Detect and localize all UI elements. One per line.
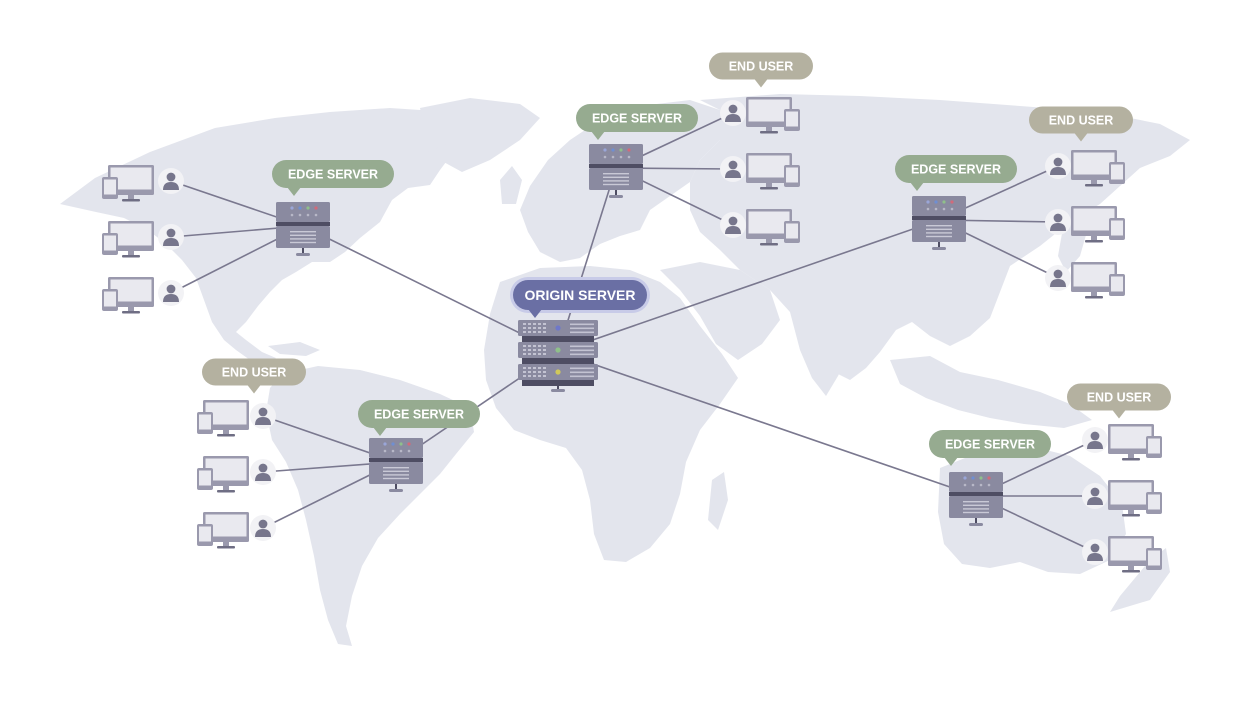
tablet-icon	[1146, 492, 1162, 514]
end-user-device-1	[1108, 424, 1162, 461]
tablet-icon	[102, 289, 118, 311]
user-person-icon	[158, 224, 184, 250]
end-user-badge-label: END USER	[729, 60, 794, 74]
origin-server-badge-label: ORIGIN SERVER	[525, 287, 636, 303]
end-user-badge: END USER	[709, 52, 813, 88]
origin-server-badge: ORIGIN SERVER	[510, 277, 650, 318]
end-user-device-1	[746, 97, 800, 134]
end-user-badge: END USER	[1029, 106, 1133, 142]
user-person-icon	[158, 168, 184, 194]
user-person-icon	[1045, 153, 1071, 179]
edge-server-europe-rack-icon	[589, 144, 643, 198]
link-origin-to-edge-server-asia	[557, 219, 940, 353]
user-person-icon	[1045, 265, 1071, 291]
edge-server-badge: EDGE SERVER	[272, 160, 394, 196]
end-user-badge: END USER	[1067, 383, 1171, 419]
tablet-icon	[784, 165, 800, 187]
end-user-device-3	[1071, 262, 1125, 299]
tablet-icon	[784, 221, 800, 243]
end-user-device-1	[102, 165, 154, 202]
tablet-icon	[197, 524, 213, 546]
edge-server-badge: EDGE SERVER	[929, 430, 1051, 466]
tablet-icon	[102, 177, 118, 199]
edge-server-badge: EDGE SERVER	[895, 155, 1017, 191]
tablet-icon	[784, 109, 800, 131]
edge-server-badge-label: EDGE SERVER	[374, 408, 464, 422]
region-india	[790, 306, 860, 396]
edge-server-australia-rack-icon	[949, 472, 1003, 526]
user-person-icon	[250, 459, 276, 485]
edge-server-north-america-rack-icon	[276, 202, 330, 256]
island-iceland	[412, 132, 446, 152]
label-badges: EDGE SERVER EDGE SERVER EDGE SERVER EDGE SE…	[202, 52, 1171, 466]
user-person-icon	[1082, 539, 1108, 565]
end-user-device-3	[746, 209, 800, 246]
user-person-icon	[720, 212, 746, 238]
island-madagascar	[708, 472, 728, 530]
edge-server-badge: EDGE SERVER	[358, 400, 480, 436]
tablet-icon	[1109, 274, 1125, 296]
end-user-device-2	[102, 221, 154, 258]
end-user-device-2	[1108, 480, 1162, 517]
user-person-icon	[1045, 209, 1071, 235]
user-person-icon	[1082, 483, 1108, 509]
edge-server-asia-rack-icon	[912, 196, 966, 250]
end-user-badge-label: END USER	[222, 366, 287, 380]
end-user-device-2	[197, 456, 249, 493]
island-uk	[500, 166, 522, 204]
end-user-device-1	[197, 400, 249, 437]
end-user-badge-label: END USER	[1087, 391, 1152, 405]
region-middle-east	[660, 262, 780, 360]
end-user-device-2	[1071, 206, 1125, 243]
tablet-icon	[1109, 218, 1125, 240]
continent-greenland	[420, 98, 540, 172]
end-user-badge-label: END USER	[1049, 114, 1114, 128]
user-person-icon	[720, 156, 746, 182]
tablet-icon	[197, 468, 213, 490]
tablet-icon	[102, 233, 118, 255]
end-user-device-3	[102, 277, 154, 314]
tablet-icon	[1146, 436, 1162, 458]
end-user-device-1	[1071, 150, 1125, 187]
island-caribbean	[268, 342, 320, 356]
edge-server-badge-label: EDGE SERVER	[945, 438, 1035, 452]
user-person-icon	[1082, 427, 1108, 453]
tablet-icon	[197, 412, 213, 434]
user-person-icon	[158, 280, 184, 306]
region-southeast-asia	[890, 356, 1092, 428]
user-person-icon	[720, 100, 746, 126]
tablet-icon	[1146, 548, 1162, 570]
end-user-device-2	[746, 153, 800, 190]
end-user-device-3	[197, 512, 249, 549]
link-origin-to-edge-server-north-america	[302, 225, 559, 353]
continent-south-america	[266, 366, 474, 646]
user-person-icon	[250, 403, 276, 429]
edge-server-badge-label: EDGE SERVER	[911, 163, 1001, 177]
network-nodes	[102, 97, 1162, 573]
link-origin-to-edge-server-australia	[557, 351, 977, 497]
end-user-badge: END USER	[202, 358, 306, 394]
edge-server-badge-label: EDGE SERVER	[592, 112, 682, 126]
end-user-device-3	[1108, 536, 1162, 573]
edge-server-badge: EDGE SERVER	[576, 104, 698, 140]
tablet-icon	[1109, 162, 1125, 184]
edge-server-south-america-rack-icon	[369, 438, 423, 492]
user-person-icon	[250, 515, 276, 541]
origin-server-rack-icon	[518, 320, 598, 392]
edge-server-badge-label: EDGE SERVER	[288, 168, 378, 182]
